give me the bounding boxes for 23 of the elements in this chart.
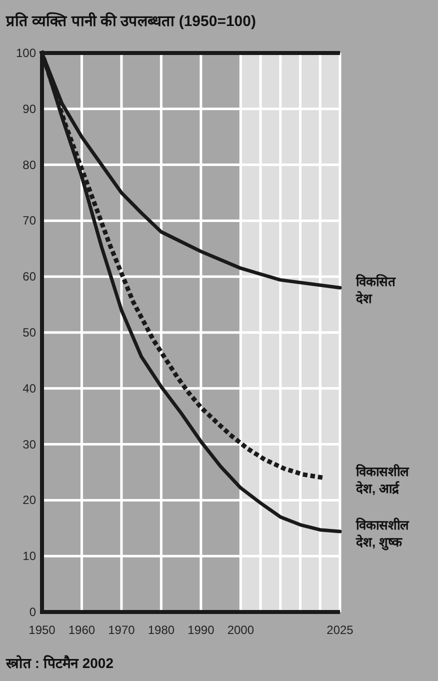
x-tick-label: 2025 xyxy=(326,623,354,637)
y-tick-label: 70 xyxy=(22,214,36,228)
series-label: विकसित देश xyxy=(355,274,396,306)
y-tick-label: 0 xyxy=(29,605,36,619)
y-tick-label: 50 xyxy=(22,326,36,340)
y-tick-label: 40 xyxy=(22,381,36,396)
x-tick-label: 2000 xyxy=(227,623,254,637)
y-tick-label: 10 xyxy=(22,549,36,564)
text: विकासशील देश, आर्द्र xyxy=(355,464,410,496)
y-tick-label: 90 xyxy=(22,102,36,116)
x-tick-label: 1960 xyxy=(68,623,96,637)
x-tick-label: 1990 xyxy=(188,623,215,637)
chart-title: प्रति व्यक्ति पानी की उपलब्धता (1950=100) xyxy=(5,12,256,30)
x-tick-label: 1950 xyxy=(28,623,56,637)
y-tick-label: 20 xyxy=(22,493,36,508)
y-tick-label: 80 xyxy=(22,158,36,172)
x-tick-label: 1970 xyxy=(108,623,136,637)
series-label: विकासशील देश, शुष्क xyxy=(355,518,410,551)
y-tick-label: 60 xyxy=(22,270,36,284)
text: स्त्रोत : पिटमैन 2002 xyxy=(5,655,114,671)
y-tick-label: 30 xyxy=(22,437,36,452)
y-tick-label: 100 xyxy=(16,46,36,60)
x-tick-label: 1980 xyxy=(148,623,175,637)
